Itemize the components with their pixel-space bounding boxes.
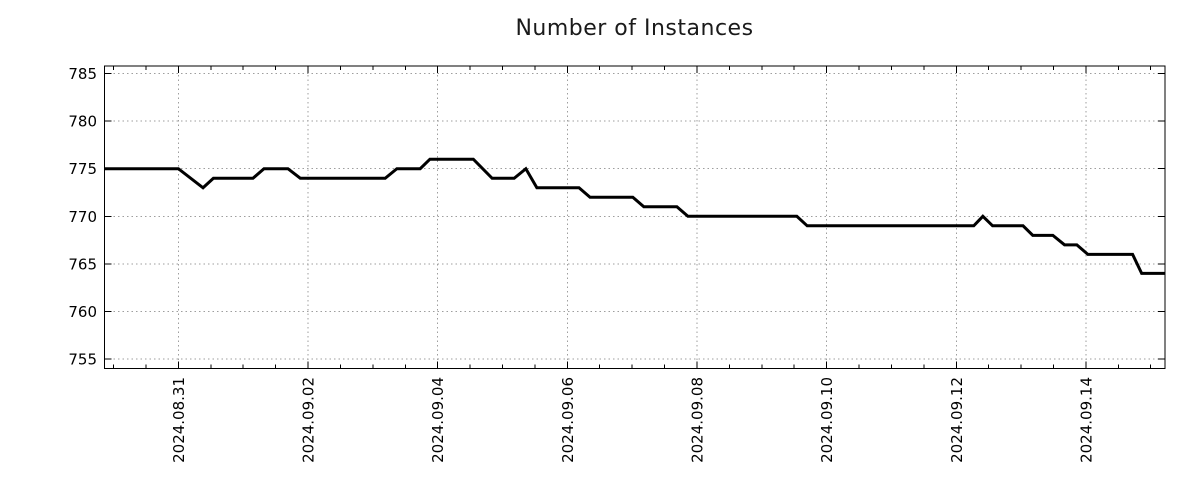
x-tick-label: 2024.09.12 [948,377,966,463]
y-tick-label: 755 [68,350,97,368]
plot-border [104,65,1166,369]
y-tick-label: 765 [68,255,97,273]
x-tick-label: 2024.09.02 [300,377,318,463]
x-tick-label: 2024.08.31 [170,377,188,463]
tick-labels: 755 760 765 770 775 780 785 2024.08.31 2024.09.0… [68,65,1095,463]
axes-and-ticks [104,65,1166,369]
y-tick-label: 760 [68,303,97,321]
y-tick-label: 770 [68,208,97,226]
gridlines [104,66,1165,369]
series-line-instances [104,157,1165,275]
chart-title: Number of Instances [515,16,754,41]
y-tick-label: 775 [68,160,97,178]
x-tick-label: 2024.09.08 [688,377,706,463]
x-tick-label: 2024.09.14 [1077,377,1095,463]
x-tick-label: 2024.09.10 [818,377,836,463]
x-tick-label: 2024.09.04 [429,377,447,463]
y-tick-label: 780 [68,113,97,131]
y-tick-label: 785 [68,65,97,83]
x-tick-label: 2024.09.06 [559,377,577,463]
